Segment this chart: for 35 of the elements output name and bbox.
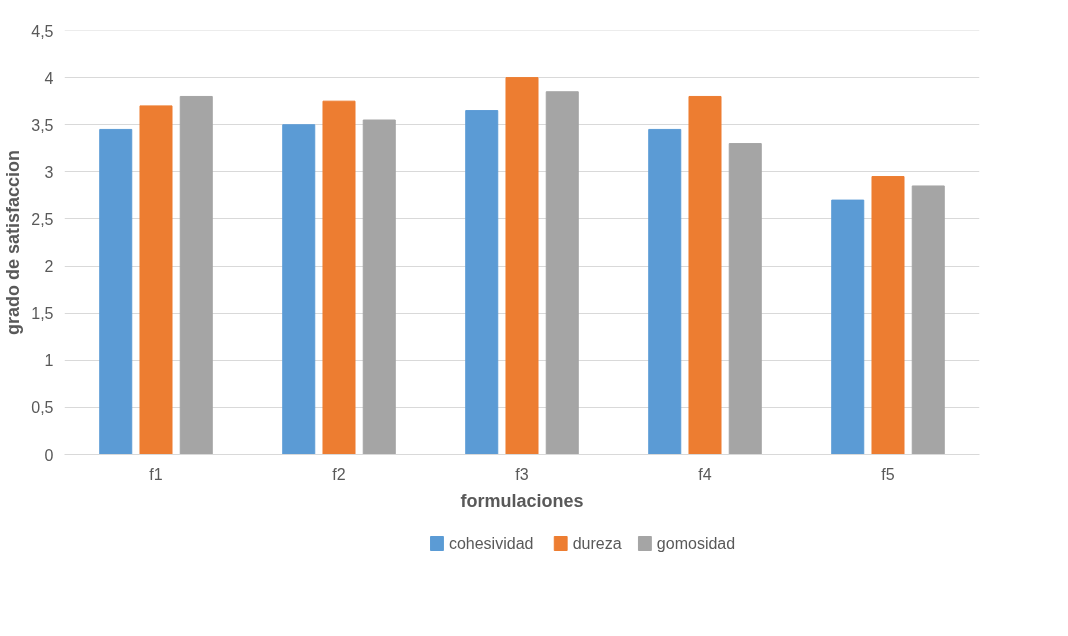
y-tick-label: 2,5 [31,210,54,228]
bar [179,95,213,455]
x-tick-label: f5 [881,465,895,483]
x-tick-label: f3 [515,465,529,483]
bar [871,176,905,455]
y-tick-label: 0,5 [31,399,54,417]
bar [505,77,539,455]
bar [282,124,316,455]
bar [465,110,499,455]
legend-label: dureza [572,535,622,552]
y-tick-label: 1,5 [31,305,54,323]
y-axis-title: grado de satisfaccion [3,149,24,336]
y-tick-label: 1 [44,352,54,370]
y-tick-label: 2 [44,258,54,276]
y-tick-label: 3 [44,163,54,181]
bar [728,143,762,455]
x-tick-label: f4 [698,465,712,483]
bar [99,128,133,455]
bar [322,100,356,455]
x-tick-label: f2 [332,465,346,483]
y-tick-label: 0 [44,446,54,464]
x-axis-title: formulaciones [460,490,584,511]
x-tick-label: f1 [149,465,163,483]
y-tick-label: 4,5 [31,22,54,40]
bar [139,105,173,455]
y-tick-label: 3,5 [31,116,54,134]
bar [911,185,945,455]
bar [545,91,579,455]
y-tick-label: 4 [44,69,54,87]
bar [831,199,865,455]
bar [648,128,682,455]
bar [688,95,722,455]
legend-label: gomosidad [656,535,736,552]
legend-label: cohesividad [448,535,534,552]
bar [362,119,396,455]
